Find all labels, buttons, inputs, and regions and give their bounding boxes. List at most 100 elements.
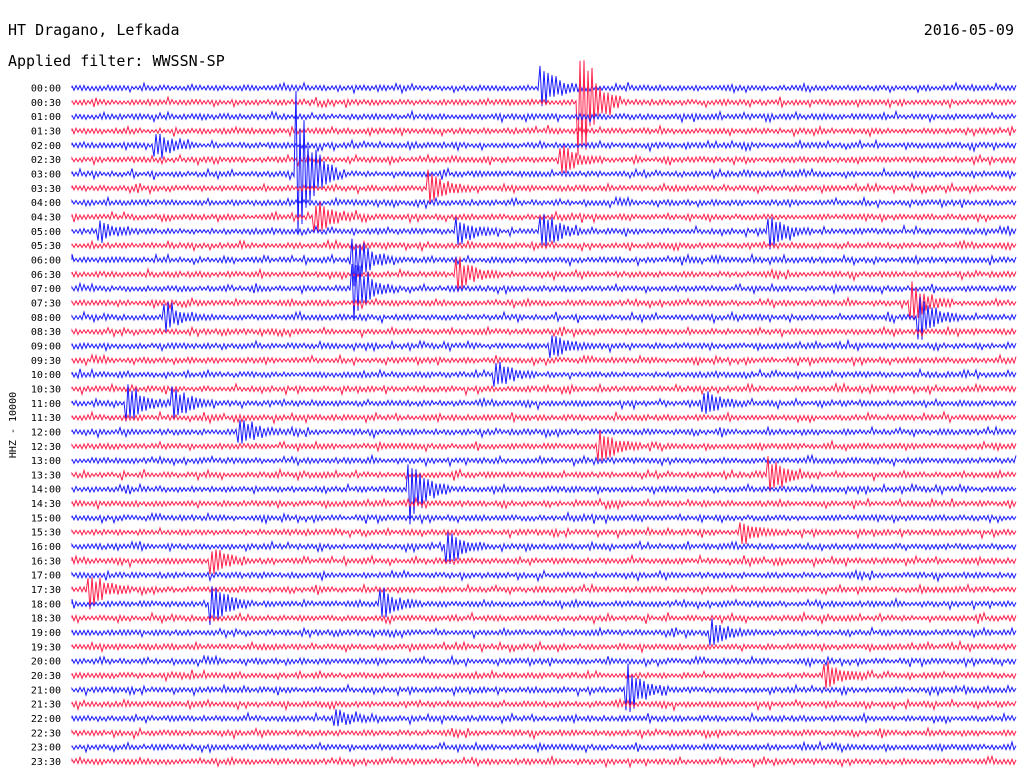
seismic-trace-0300 <box>71 90 1017 234</box>
trace-group <box>71 60 1017 769</box>
seismic-trace-0830 <box>71 325 1017 339</box>
seismic-trace-1030 <box>71 381 1017 397</box>
tick-label: 13:30 <box>31 470 61 481</box>
seismic-trace-2100 <box>71 663 1017 713</box>
seismic-trace-0130 <box>71 123 1017 138</box>
filter-label: Applied filter: WWSSN-SP <box>8 52 225 70</box>
seismic-trace-0900 <box>71 335 1017 359</box>
tick-label: 03:30 <box>31 184 61 195</box>
tick-label: 09:30 <box>31 356 61 367</box>
seismic-trace-2000 <box>71 654 1017 669</box>
seismic-trace-1830 <box>71 610 1017 626</box>
seismic-trace-1730 <box>71 577 1017 610</box>
seismic-trace-1100 <box>71 384 1017 422</box>
seismic-trace-0330 <box>71 169 1017 204</box>
tick-label: 21:30 <box>31 700 61 711</box>
seismic-trace-0730 <box>71 281 1017 321</box>
tick-label: 00:30 <box>31 98 61 109</box>
seismic-trace-1500 <box>71 510 1017 526</box>
tick-label: 18:30 <box>31 614 61 625</box>
tick-label: 22:30 <box>31 728 61 739</box>
seismic-trace-1430 <box>71 496 1017 511</box>
tick-label: 06:00 <box>31 255 61 266</box>
seismic-trace-1800 <box>71 586 1017 625</box>
time-tick-labels: 00:00 00:30 01:00 01:30 02:00 02:30 03:00 03:30… <box>31 84 61 769</box>
seismic-trace-0930 <box>71 353 1017 368</box>
tick-label: 03:00 <box>31 169 61 180</box>
seismic-trace-2330 <box>71 754 1017 769</box>
tick-label: 14:00 <box>31 485 61 496</box>
seismic-trace-1600 <box>71 532 1017 565</box>
seismic-trace-1300 <box>71 453 1017 468</box>
tick-label: 21:00 <box>31 685 61 696</box>
tick-label: 08:00 <box>31 313 61 324</box>
seismic-trace-2200 <box>71 709 1017 727</box>
tick-label: 10:30 <box>31 384 61 395</box>
tick-label: 23:30 <box>31 757 61 768</box>
seismic-trace-0500 <box>71 213 1017 250</box>
seismic-trace-0530 <box>71 238 1017 253</box>
tick-label: 15:00 <box>31 513 61 524</box>
tick-label: 22:00 <box>31 714 61 725</box>
seismic-trace-2130 <box>71 697 1017 712</box>
seismic-trace-0430 <box>71 201 1017 233</box>
date-label: 2016-05-09 <box>923 21 1014 39</box>
tick-label: 19:30 <box>31 642 61 653</box>
seismic-trace-1930 <box>71 639 1017 654</box>
seismic-trace-1230 <box>71 429 1017 462</box>
tick-label: 02:30 <box>31 155 61 166</box>
seismic-trace-1130 <box>71 410 1017 426</box>
seismic-trace-0600 <box>71 238 1017 287</box>
tick-label: 04:00 <box>31 198 61 209</box>
tick-label: 06:30 <box>31 270 61 281</box>
tick-label: 07:00 <box>31 284 61 295</box>
tick-label: 14:30 <box>31 499 61 510</box>
seismic-trace-0200 <box>71 133 1017 159</box>
seismic-trace-1400 <box>71 464 1017 525</box>
station-title: HT Dragano, Lefkada <box>8 21 180 39</box>
tick-label: 08:30 <box>31 327 61 338</box>
tick-label: 07:30 <box>31 298 61 309</box>
seismic-trace-0000 <box>71 65 1017 107</box>
tick-label: 09:00 <box>31 341 61 352</box>
tick-label: 11:00 <box>31 399 61 410</box>
seismic-trace-2300 <box>71 740 1017 754</box>
tick-label: 11:30 <box>31 413 61 424</box>
tick-label: 12:30 <box>31 442 61 453</box>
seismic-trace-0800 <box>71 297 1017 340</box>
tick-label: 13:00 <box>31 456 61 467</box>
tick-label: 20:30 <box>31 671 61 682</box>
seismic-trace-2230 <box>71 726 1017 741</box>
seismic-trace-1700 <box>71 568 1017 583</box>
tick-label: 05:00 <box>31 227 61 238</box>
tick-label: 17:00 <box>31 571 61 582</box>
seismic-trace-1530 <box>71 522 1017 545</box>
tick-label: 01:00 <box>31 112 61 123</box>
seismic-trace-1630 <box>71 549 1017 575</box>
seismic-trace-0230 <box>71 145 1017 174</box>
tick-label: 10:00 <box>31 370 61 381</box>
tick-label: 04:30 <box>31 212 61 223</box>
tick-label: 23:00 <box>31 743 61 754</box>
seismic-trace-1900 <box>71 618 1017 646</box>
seismic-trace-0100 <box>71 109 1017 124</box>
channel-label: HHZ - 10000 <box>8 392 19 458</box>
tick-label: 16:30 <box>31 556 61 567</box>
seismic-trace-0400 <box>71 195 1017 211</box>
tick-label: 01:30 <box>31 126 61 137</box>
tick-label: 02:00 <box>31 141 61 152</box>
seismic-trace-1000 <box>71 361 1017 387</box>
seismic-trace-0700 <box>71 263 1017 321</box>
seismic-trace-2030 <box>71 661 1017 689</box>
tick-label: 20:00 <box>31 657 61 668</box>
tick-label: 15:30 <box>31 528 61 539</box>
seismic-trace-0030 <box>71 60 1017 156</box>
tick-label: 19:00 <box>31 628 61 639</box>
tick-label: 00:00 <box>31 84 61 95</box>
tick-label: 17:30 <box>31 585 61 596</box>
tick-label: 16:00 <box>31 542 61 553</box>
tick-label: 12:00 <box>31 427 61 438</box>
seismic-trace-1200 <box>71 419 1017 444</box>
seismic-trace-1330 <box>71 456 1017 493</box>
